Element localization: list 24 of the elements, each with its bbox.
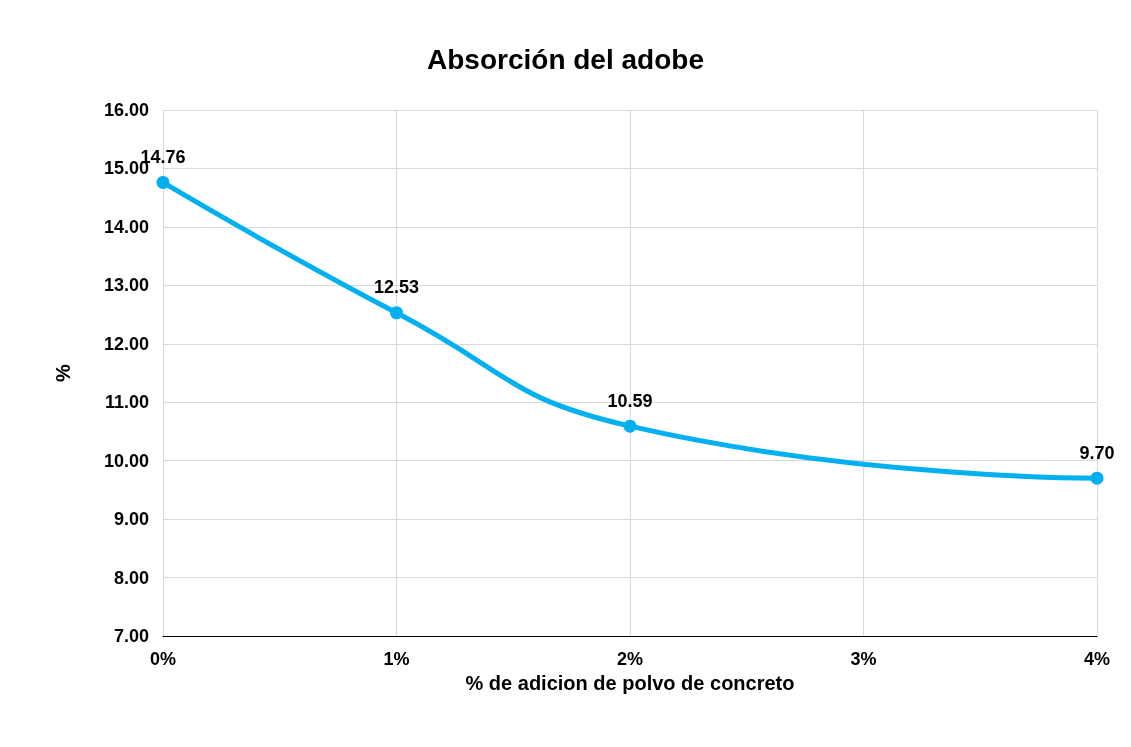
y-tick-label: 12.00 [103, 333, 149, 354]
data-label: 9.70 [1079, 442, 1115, 463]
point [1090, 471, 1104, 485]
y-tick-label: 16.00 [103, 100, 149, 120]
point [390, 306, 403, 320]
y-tick-label: 11.00 [104, 392, 149, 413]
y-tick-label: 13.00 [103, 275, 149, 296]
x-tick-label: 3% [850, 649, 877, 669]
x-tick-label: 1% [383, 649, 410, 669]
y-axis-title: % [52, 363, 74, 382]
chart-title: Absorción del adobe [427, 43, 704, 75]
y-tick-label: 8.00 [113, 567, 149, 588]
x-tick-label: 4% [1083, 649, 1111, 669]
y-tick-label: 9.00 [113, 509, 149, 530]
y-tick-label: 7.00 [113, 626, 149, 646]
data-label: 10.59 [607, 390, 653, 411]
point [156, 175, 170, 189]
y-tick-label: 10.00 [103, 450, 149, 471]
x-tick-label: 2% [616, 649, 644, 669]
x-tick-label: 0% [149, 649, 177, 669]
data-label: 12.53 [373, 277, 420, 298]
x-axis-title: % de adicion de polvo de concreto [465, 671, 795, 694]
y-tick-label: 14.00 [103, 216, 149, 237]
point [623, 419, 637, 433]
